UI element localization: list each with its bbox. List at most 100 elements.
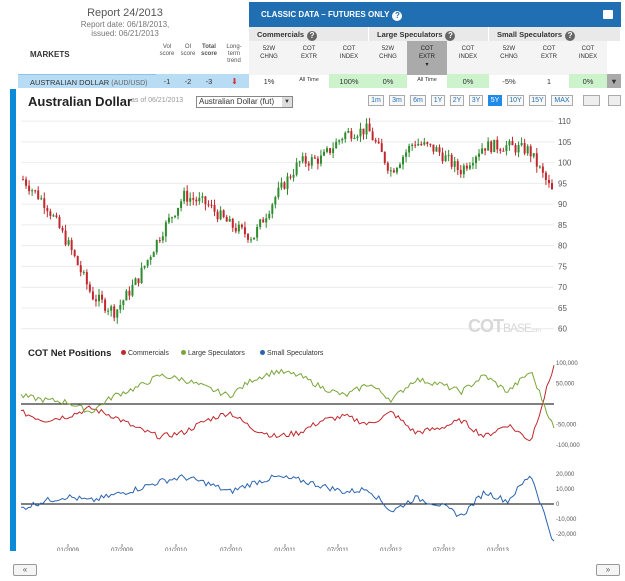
price-y-tick: 85 — [558, 221, 567, 230]
x-tick-label: 01/2011 — [274, 548, 296, 551]
candle-body — [362, 128, 365, 135]
cot-y-tick: 100,000 — [556, 361, 578, 367]
small-extr-header[interactable]: COT EXTR — [529, 41, 569, 75]
sort-arrow-icon: ▾ — [425, 62, 429, 68]
comm-extr-header[interactable]: COT EXTR — [289, 41, 329, 75]
large-extr-header[interactable]: COT EXTR ▾ — [407, 41, 447, 75]
candle-body — [64, 230, 67, 245]
candle-body — [268, 213, 271, 219]
candle-body — [496, 139, 499, 150]
candle-body — [417, 143, 420, 146]
candle-body — [505, 145, 508, 152]
chart-title: Australian Dollar — [28, 94, 133, 109]
large-index-header[interactable]: COT INDEX — [447, 41, 489, 75]
zoom-1m-button[interactable]: 1m — [368, 95, 384, 106]
legend-small-speculators[interactable]: Small Speculators — [260, 350, 323, 357]
candle-body — [207, 204, 210, 206]
report-date: Report date: 06/18/2013, — [80, 20, 170, 29]
candle-body — [76, 256, 79, 266]
candle-body — [55, 215, 58, 217]
candle-body — [143, 265, 146, 268]
market-row-australian-dollar[interactable]: AUSTRALIAN DOLLAR (AUD/USD) -1 -2 -3 ⬇ 1… — [18, 74, 621, 88]
zoom-3m-button[interactable]: 3m — [389, 95, 405, 106]
candle-body — [423, 142, 426, 145]
candle-body — [514, 145, 517, 153]
candle-body — [52, 215, 55, 217]
large-52w-header[interactable]: 52W CHNG — [369, 41, 407, 75]
candle-body — [183, 190, 186, 202]
help-icon[interactable]: ? — [392, 11, 403, 21]
candle-body — [493, 139, 496, 153]
candle-body — [152, 252, 155, 258]
candle-body — [304, 156, 307, 164]
candle-body — [228, 218, 231, 222]
zoom-max-button[interactable]: MAX — [551, 95, 573, 106]
zoom-2y-button[interactable]: 2Y — [450, 95, 464, 106]
small-index-header[interactable]: COT INDEX — [569, 41, 607, 75]
candle-body — [243, 227, 246, 235]
candle-body — [131, 284, 134, 296]
zoom-6m-button[interactable]: 6m — [410, 95, 426, 106]
zoom-3y-button[interactable]: 3Y — [469, 95, 483, 106]
legend-large-speculators[interactable]: Large Speculators — [181, 350, 245, 357]
cot-net-positions-title: COT Net Positions — [28, 348, 112, 359]
large-chng-cell: 0% — [369, 74, 407, 88]
candle-body — [435, 147, 438, 152]
candle-body — [441, 152, 444, 162]
legend-commercials[interactable]: Commercials — [121, 350, 169, 357]
price-y-tick: 80 — [558, 242, 567, 251]
contract-select[interactable]: Australian Dollar (fut) ▼ — [196, 96, 293, 108]
print-icon[interactable] — [603, 10, 613, 19]
candle-body — [61, 227, 64, 231]
next-market-button[interactable]: » — [596, 564, 620, 576]
options-button[interactable] — [608, 95, 621, 106]
candle-body — [471, 163, 474, 166]
candle-body — [43, 198, 46, 208]
candle-body — [98, 294, 101, 302]
candle-body — [210, 204, 213, 206]
price-y-tick: 75 — [558, 262, 567, 271]
long-term-trend-header: Long-term trend — [226, 44, 242, 64]
candle-body — [107, 310, 110, 312]
as-of-date: as of 06/21/2013 — [131, 97, 184, 104]
chart-area: 60 65 70 75 80 85 90 95 100 105 110 -100,000 -50,000… — [10, 89, 621, 551]
zoom-15y-button[interactable]: 15Y — [529, 95, 546, 106]
row-expand-arrow-icon[interactable]: ▼ — [607, 74, 621, 88]
zoom-5y-button[interactable]: 5Y — [488, 95, 502, 106]
panel-header: CLASSIC DATA – FUTURES ONLY? — [249, 2, 621, 27]
candle-body — [22, 179, 24, 181]
candle-body — [341, 138, 344, 141]
candle-body — [523, 143, 526, 154]
comm-52w-header[interactable]: 52W CHNG — [249, 41, 289, 75]
candle-body — [283, 182, 286, 189]
small-52w-header[interactable]: 52W CHNG — [489, 41, 529, 75]
zoom-1y-button[interactable]: 1Y — [431, 95, 445, 106]
candle-body — [319, 155, 322, 164]
candle-body — [487, 141, 490, 151]
candle-body — [161, 236, 164, 241]
comm-index-header[interactable]: COT INDEX — [329, 41, 369, 75]
candle-body — [289, 176, 292, 178]
price-y-tick: 65 — [558, 304, 567, 313]
candle-body — [167, 217, 170, 223]
large-index-cell: 0% — [447, 74, 489, 88]
candle-body — [459, 170, 462, 175]
candle-body — [246, 234, 249, 240]
report-title: Report 24/2013 — [87, 7, 163, 19]
print-button[interactable] — [583, 95, 600, 106]
candle-body — [508, 141, 511, 146]
candle-body — [37, 190, 40, 200]
price-y-tick: 110 — [558, 117, 571, 126]
cot-y-tick: 50,000 — [556, 382, 575, 388]
candle-body — [219, 210, 222, 220]
candle-body — [222, 210, 225, 217]
small-y-tick: -20,000 — [556, 532, 577, 538]
x-tick-label: 01/2010 — [165, 548, 187, 551]
candle-body — [402, 156, 405, 165]
candle-body — [474, 156, 477, 164]
prev-market-button[interactable]: « — [13, 564, 37, 576]
candle-body — [259, 219, 262, 227]
candle-body — [453, 161, 456, 167]
candle-body — [374, 140, 377, 142]
zoom-10y-button[interactable]: 10Y — [507, 95, 524, 106]
